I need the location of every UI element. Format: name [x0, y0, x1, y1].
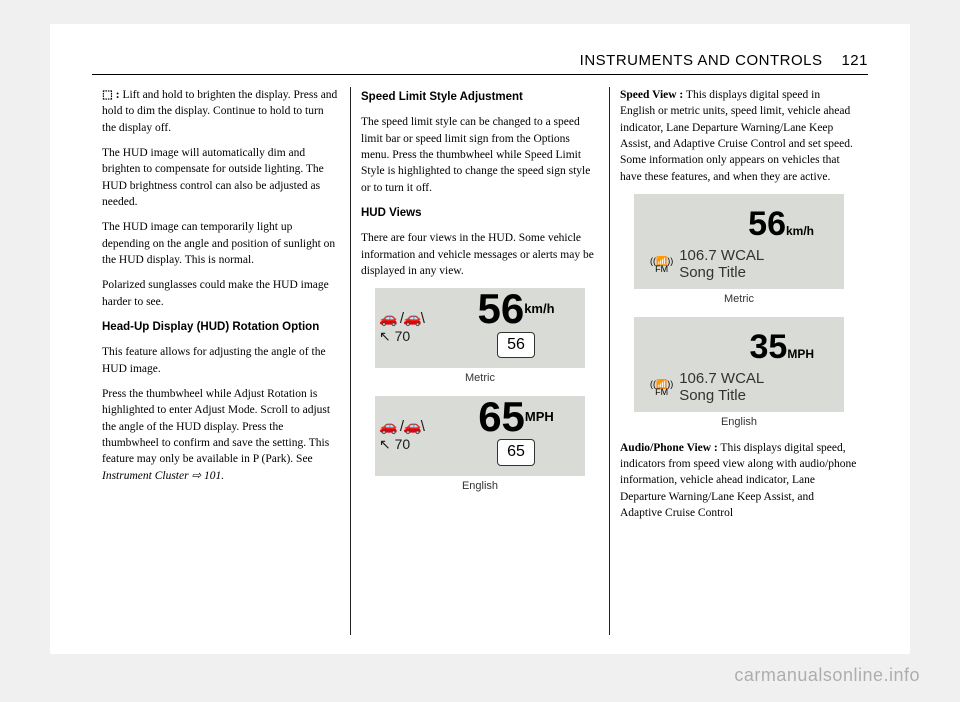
view-name: Audio/Phone View : [620, 442, 718, 454]
column-2: Speed Limit Style Adjustment The speed l… [350, 87, 609, 635]
speed-value: 35 [750, 328, 788, 366]
speed-value: 65 [478, 398, 525, 436]
page-number: 121 [841, 52, 868, 69]
song-title: Song Title [679, 388, 764, 405]
figure-caption: Metric [361, 371, 599, 387]
section-heading: Speed Limit Style Adjustment [361, 89, 599, 105]
song-title: Song Title [679, 265, 764, 282]
brightness-icon: ⬚ : [102, 89, 120, 101]
hud-metric-figure: 🚗 /🚗\ ↖ 70 56km/h 56 [375, 288, 585, 368]
hud-speed-area: 56km/h 56 [447, 288, 585, 368]
paragraph: There are four views in the HUD. Some ve… [361, 230, 599, 279]
paragraph: The HUD image can temporarily light up d… [102, 219, 340, 268]
paragraph: The speed limit style can be changed to … [361, 114, 599, 196]
column-1: ⬚ : Lift and hold to brighten the displa… [92, 87, 350, 635]
paragraph: The HUD image will automatically dim and… [102, 145, 340, 210]
watermark: carmanualsonline.info [734, 665, 920, 686]
hud-indicators: 🚗 /🚗\ ↖ 70 [375, 413, 447, 459]
speed-view-metric-figure: 56km/h ((📶)) FM 106.7 WCAL Song Title [634, 194, 844, 289]
vehicle-ahead-icon: 🚗 /🚗\ [379, 311, 443, 326]
section-heading: HUD Views [361, 205, 599, 221]
band-label: FM [650, 388, 673, 396]
column-3: Speed View : This displays digital speed… [609, 87, 868, 635]
fm-antenna-icon: ((📶)) FM [650, 380, 673, 396]
paragraph: Polarized sunglasses could make the HUD … [102, 277, 340, 310]
text: Lift and hold to brighten the display. P… [102, 89, 337, 134]
text: This displays digital speed in English o… [620, 89, 853, 183]
figure-caption: Metric [620, 292, 858, 308]
speed-readout: 56km/h [451, 290, 581, 328]
figure-caption: English [361, 479, 599, 495]
station-info: 106.7 WCAL Song Title [679, 371, 764, 404]
cruise-set-speed: ↖ 70 [379, 328, 443, 345]
hud-content: 🚗 /🚗\ ↖ 70 56km/h 56 [375, 288, 585, 368]
speed-limit-sign: 56 [497, 332, 535, 359]
header-title: INSTRUMENTS AND CONTROLS [580, 52, 823, 69]
page-header: INSTRUMENTS AND CONTROLS 121 [92, 52, 868, 75]
view-name: Speed View : [620, 89, 683, 101]
paragraph: Audio/Phone View : This displays digital… [620, 440, 858, 522]
text: Press the thumbwheel while Adjust Rotati… [102, 388, 330, 465]
paragraph: Speed View : This displays digital speed… [620, 87, 858, 185]
speed-unit: km/h [786, 224, 814, 238]
hud-speed-area: 65MPH 65 [447, 396, 585, 476]
speed-unit: MPH [525, 409, 554, 424]
paragraph: Press the thumbwheel while Adjust Rotati… [102, 386, 340, 484]
vehicle-ahead-icon: 🚗 /🚗\ [379, 419, 443, 434]
fm-antenna-icon: ((📶)) FM [650, 257, 673, 273]
radio-info: ((📶)) FM 106.7 WCAL Song Title [644, 248, 834, 281]
speed-readout: 65MPH [451, 398, 581, 436]
hud-content: 🚗 /🚗\ ↖ 70 65MPH 65 [375, 396, 585, 476]
content-columns: ⬚ : Lift and hold to brighten the displa… [92, 87, 868, 635]
speed-value: 56 [477, 290, 524, 328]
speed-limit-sign: 65 [497, 439, 535, 466]
station: 106.7 WCAL [679, 248, 764, 265]
hud-indicators: 🚗 /🚗\ ↖ 70 [375, 305, 447, 351]
speed-unit: MPH [787, 347, 814, 361]
speed-unit: km/h [524, 301, 554, 316]
band-label: FM [650, 265, 673, 273]
section-heading: Head-Up Display (HUD) Rotation Option [102, 319, 340, 335]
figure-caption: English [620, 415, 858, 431]
cross-reference: Instrument Cluster ⇨ 101. [102, 470, 224, 482]
paragraph: This feature allows for adjusting the an… [102, 344, 340, 377]
paragraph: ⬚ : Lift and hold to brighten the displa… [102, 87, 340, 136]
cruise-set-speed: ↖ 70 [379, 436, 443, 453]
station-info: 106.7 WCAL Song Title [679, 248, 764, 281]
speed-value: 56 [748, 205, 786, 243]
manual-page: INSTRUMENTS AND CONTROLS 121 ⬚ : Lift an… [50, 24, 910, 654]
hud-english-figure: 🚗 /🚗\ ↖ 70 65MPH 65 [375, 396, 585, 476]
station: 106.7 WCAL [679, 371, 764, 388]
speed-view-english-figure: 35MPH ((📶)) FM 106.7 WCAL Song Title [634, 317, 844, 412]
radio-info: ((📶)) FM 106.7 WCAL Song Title [644, 371, 834, 404]
speed-readout: 35MPH [644, 323, 834, 371]
speed-readout: 56km/h [644, 200, 834, 248]
